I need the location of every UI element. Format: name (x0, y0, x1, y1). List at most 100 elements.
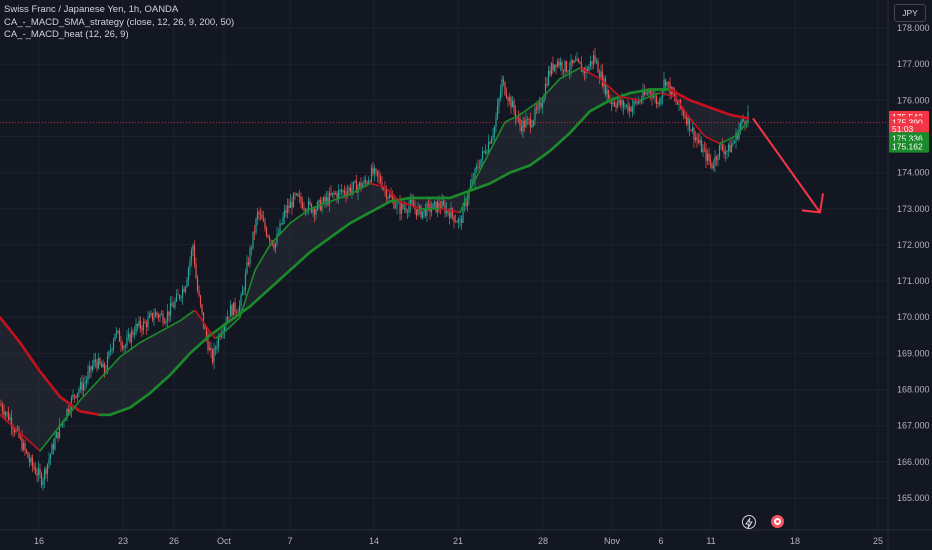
candle-body (684, 115, 686, 118)
candle-body (169, 303, 172, 316)
candle-body (348, 187, 350, 192)
candle-body (540, 102, 542, 108)
candle-body (256, 212, 259, 220)
candle-body (244, 273, 247, 290)
candle-body (483, 151, 485, 153)
candle-body (663, 79, 665, 92)
candle-body (97, 358, 100, 369)
y-tick-label: 176.000 (897, 95, 930, 105)
candle-body (606, 90, 608, 95)
candle-body (85, 380, 88, 383)
candle-body (457, 219, 460, 223)
candle-body (234, 302, 236, 312)
candle-body (286, 205, 289, 213)
candle-body (696, 137, 698, 141)
candle-body (550, 63, 553, 75)
candle-body (40, 473, 43, 486)
candle-body (594, 55, 596, 62)
candle-body (145, 323, 148, 328)
candle-body (456, 221, 458, 223)
candle-body (259, 213, 262, 215)
candle-body (340, 190, 343, 192)
candle-body (345, 193, 347, 196)
candle-body (141, 328, 143, 331)
candle-body (516, 118, 518, 119)
candle-body (241, 290, 244, 296)
candle-body (561, 62, 563, 70)
candle-body (352, 182, 355, 189)
candle-body (549, 70, 551, 75)
candle-body (691, 127, 694, 131)
symbol-title[interactable]: Swiss Franc / Japanese Yen, 1h, OANDA (4, 4, 179, 15)
y-tick-label: 178.000 (897, 23, 930, 33)
currency-button[interactable]: JPY (894, 4, 926, 22)
candle-body (394, 206, 397, 209)
candle-body (529, 119, 532, 128)
candle-body (628, 107, 631, 112)
candle-body (102, 363, 104, 368)
candle-body (121, 345, 124, 349)
candle-body (715, 156, 718, 160)
candle-body (247, 262, 250, 265)
y-tick-label: 167.000 (897, 421, 930, 431)
candle-body (346, 191, 349, 196)
candle-body (27, 452, 29, 459)
candle-body (57, 432, 59, 438)
candle-body (697, 140, 700, 143)
candle-body (196, 277, 199, 292)
candle-body (543, 96, 545, 103)
candle-body (322, 197, 325, 203)
candle-body (3, 410, 5, 416)
candle-body (450, 208, 452, 219)
candle-body (127, 334, 130, 338)
candle-body (162, 313, 164, 323)
candle-body (273, 244, 275, 249)
candle-body (730, 145, 733, 153)
candle-body (588, 66, 590, 72)
candle-body (297, 193, 299, 197)
candle-body (369, 181, 371, 182)
y-tick-label: 165.000 (897, 493, 930, 503)
indicator-macd-heat[interactable]: CA_-_MACD_heat (12, 26, 9) (4, 29, 129, 40)
candle-body (676, 101, 679, 105)
candle-body (654, 96, 656, 97)
candle-body (129, 334, 131, 343)
x-tick-label: 18 (790, 536, 800, 546)
candle-body (706, 153, 709, 161)
y-tick-label: 166.000 (897, 457, 930, 467)
candle-body (108, 351, 110, 357)
candle-body (268, 236, 271, 241)
candle-body (556, 61, 559, 67)
chart-legend: Swiss Franc / Japanese Yen, 1h, OANDA CA… (4, 4, 234, 42)
candle-body (592, 55, 595, 64)
candle-body (559, 62, 562, 66)
candle-body (435, 201, 437, 212)
candle-body (648, 90, 650, 93)
candle-body (423, 208, 425, 212)
candle-body (156, 312, 158, 315)
indicator-macd-sma-strategy[interactable]: CA_-_MACD_SMA_strategy (close, 12, 26, 9… (4, 16, 235, 28)
lightning-icon[interactable] (742, 515, 756, 529)
candle-body (292, 193, 295, 208)
candle-body (264, 221, 266, 229)
candle-body (703, 148, 706, 150)
candle-body (285, 210, 287, 213)
x-tick-label: Nov (604, 536, 621, 546)
candle-body (414, 207, 416, 210)
candle-body (4, 413, 7, 416)
candle-body (342, 190, 344, 192)
candle-body (195, 264, 197, 278)
ma50-line (0, 66, 749, 452)
price-tag-label: 175.336 (892, 133, 923, 143)
candle-body (682, 110, 685, 116)
candle-body (148, 314, 151, 318)
candle-body (315, 209, 317, 215)
candle-body (295, 193, 298, 195)
candle-body (492, 134, 494, 139)
candle-body (733, 141, 736, 144)
candle-body (469, 185, 472, 190)
candle-body (537, 105, 539, 110)
candle-body (133, 333, 136, 335)
record-icon[interactable] (771, 515, 784, 528)
